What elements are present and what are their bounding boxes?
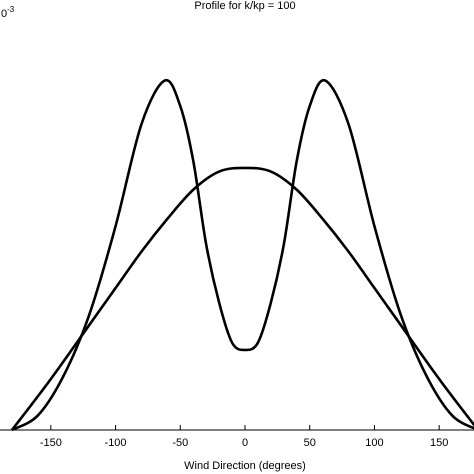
x-tick-label: 50 (304, 437, 316, 449)
x-tick-label: 150 (430, 437, 448, 449)
series-line-broad (10, 166, 474, 431)
plot-series (10, 78, 474, 432)
y-scale-exponent: -3 (7, 5, 15, 14)
x-tick-label: 0 (242, 437, 248, 449)
x-tick-label: -150 (40, 437, 62, 449)
chart-title: Profile for k/kp = 100 (194, 0, 295, 12)
x-axis-label: Wind Direction (degrees) (184, 460, 306, 472)
y-scale-base: 0 (1, 8, 7, 20)
x-tick-label: -50 (172, 437, 188, 449)
series-line-bimodal (11, 78, 474, 432)
x-axis-ticks: -150 -100 -50 0 50 100 150 (40, 425, 448, 449)
y-scale-label: 0-3 (1, 5, 15, 20)
x-tick-label: 100 (365, 437, 383, 449)
x-tick-label: -100 (105, 437, 127, 449)
